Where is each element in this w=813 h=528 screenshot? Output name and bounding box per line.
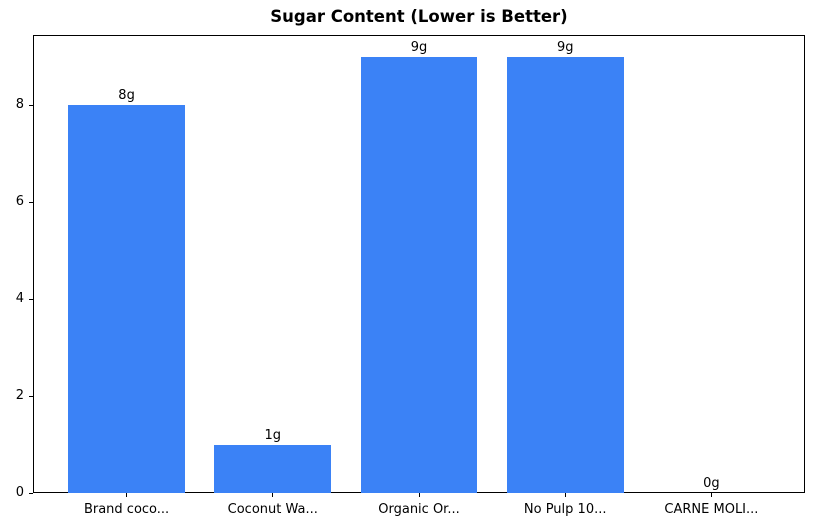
- y-tick-label: 6: [15, 194, 24, 210]
- bar-value-label: 9g: [410, 40, 428, 55]
- bar-value-label: 1g: [264, 428, 282, 443]
- x-tick-label: Coconut Wa...: [227, 502, 318, 517]
- bar: [68, 105, 186, 493]
- bar: [360, 57, 478, 493]
- bar: [214, 445, 332, 493]
- y-tick-mark: [29, 201, 33, 203]
- x-tick-mark: [272, 493, 274, 497]
- y-tick-mark: [29, 395, 33, 397]
- y-tick-label: 4: [15, 291, 24, 307]
- x-tick-mark: [418, 493, 420, 497]
- bar-value-label: 9g: [556, 40, 574, 55]
- y-tick-label: 8: [15, 97, 24, 113]
- x-tick-mark: [126, 493, 128, 497]
- bar: [506, 57, 624, 493]
- x-tick-mark: [564, 493, 566, 497]
- y-tick-mark: [29, 298, 33, 300]
- chart-title: Sugar Content (Lower is Better): [270, 7, 568, 26]
- bar-value-label: 8g: [118, 88, 135, 103]
- x-tick-label: CARNE MOLI...: [664, 502, 759, 517]
- x-tick-label: Organic Or...: [378, 502, 460, 517]
- x-tick-label: No Pulp 10...: [523, 502, 607, 517]
- x-tick-mark: [710, 493, 712, 497]
- x-tick-label: Brand coco...: [83, 502, 170, 517]
- y-tick-label: 2: [15, 388, 24, 404]
- y-tick-mark: [29, 492, 33, 494]
- bar-value-label: 0g: [703, 476, 720, 491]
- y-tick-mark: [29, 104, 33, 106]
- y-tick-label: 0: [15, 485, 24, 500]
